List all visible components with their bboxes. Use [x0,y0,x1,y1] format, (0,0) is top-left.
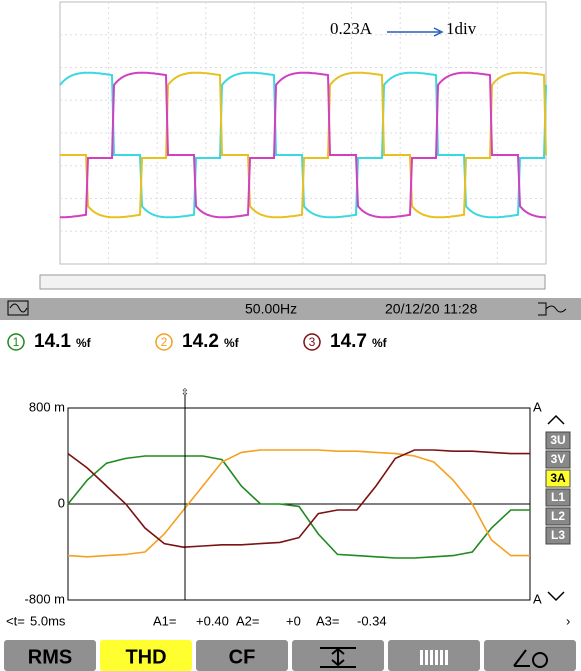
bottom-button-label: THD [125,646,166,668]
side-buttons: 3U 3V 3A L1 L2 L3 [546,432,570,544]
readout-value: +0.40 [196,613,229,628]
y-tick-label: 800 m [29,399,65,414]
readout-label: A3= [316,613,340,628]
next-arrow: › [566,613,570,628]
screen: 0.23A 1div 50.00Hz 20/12/20 11:28 1 14.1%… [0,0,581,671]
readout-label: A2= [236,613,260,628]
bottom-button[interactable] [388,640,480,671]
thd-value: 14.7 [330,331,367,352]
side-button-label: 3A [550,471,566,485]
icon [425,650,428,665]
channel-number: 3 [309,335,316,349]
icon [420,650,423,665]
thd-value: 14.1 [34,331,71,352]
side-button-label: L1 [551,490,565,504]
thd-row: 1 14.1 %f 2 14.2 %f 3 14.7 %f [8,331,388,352]
side-button-label: L3 [551,528,565,542]
thd-unit: %f [76,336,92,350]
frequency: 50.00Hz [245,301,297,317]
scope-annotation-target: 1div [446,19,477,38]
channel-number: 1 [13,335,20,349]
y-tick-label: 0 [58,495,65,510]
readout-label: A1= [153,613,177,628]
readout-value: -0.34 [357,613,387,628]
scope-footer [40,275,545,289]
y-tick-label: -800 m [25,591,65,606]
bottom-bar: RMS THD CF [4,640,576,671]
cursor-handle: ⇳ [181,388,189,399]
icon [435,650,438,665]
readout-label: <t= [6,613,25,628]
side-button-label: L2 [551,509,565,523]
readout-value: +0 [286,613,301,628]
thd-unit: %f [224,336,240,350]
icon [430,650,433,665]
icon [440,650,443,665]
thd-unit: %f [372,336,388,350]
icon [445,650,448,665]
readout: <t= 5.0ms A1= +0.40 A2= +0 A3= -0.34 [6,613,387,628]
side-button-label: 3U [550,433,565,447]
readout-value: 5.0ms [30,613,66,628]
channel-number: 2 [161,335,168,349]
datetime: 20/12/20 11:28 [385,301,478,317]
side-button-label: 3V [551,452,566,466]
y-unit: A [533,399,542,414]
y-unit: A [533,591,542,606]
bottom-button-label: CF [229,646,256,668]
bottom-button-label: RMS [28,646,72,668]
scope-annotation: 0.23A [330,19,373,38]
thd-value: 14.2 [182,331,219,352]
